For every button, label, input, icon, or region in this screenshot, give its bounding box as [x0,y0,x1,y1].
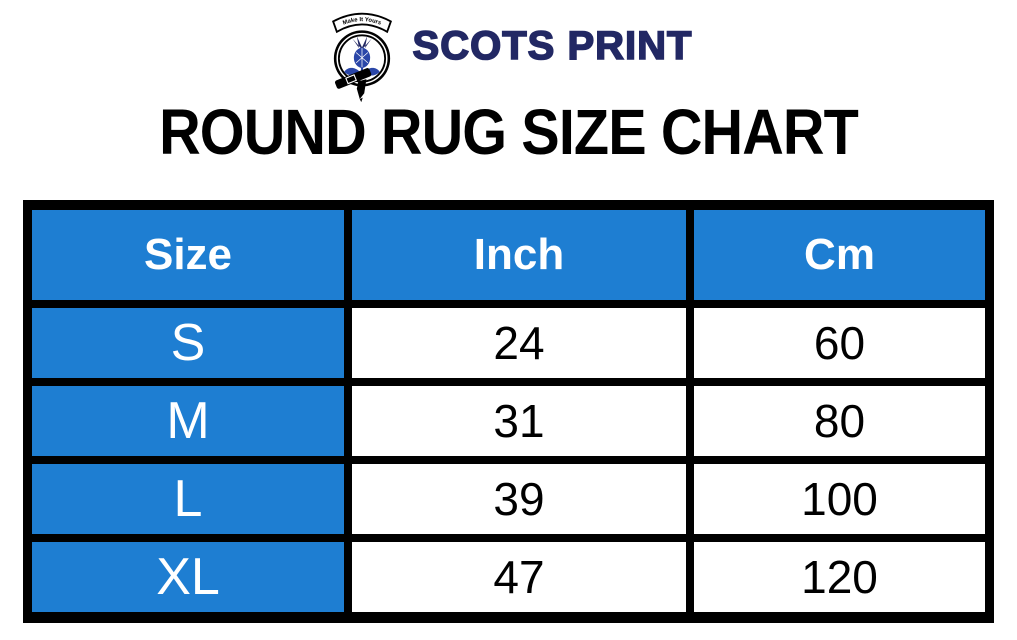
banner-ribbon: Make It Yours [331,12,392,34]
row-xl-cm-cell: 120 [694,542,985,612]
row-s-cm-cell: 60 [694,308,985,378]
row-l-size-cell: L [32,464,344,534]
row-xl-inch-cell: 47 [352,542,686,612]
brand-name: SCOTS PRINT [412,23,693,69]
brand-header: Make It Yours [0,4,1017,104]
column-header-cm: Cm [694,210,985,300]
row-m-inch-cell: 31 [352,386,686,456]
size-chart-table: Size Inch Cm S 24 60 M 31 80 L 39 100 XL… [23,200,994,623]
row-m-cm-cell: 80 [694,386,985,456]
row-m-size-cell: M [32,386,344,456]
belt-buckle-icon [334,68,371,103]
column-header-size: Size [32,210,344,300]
row-s-inch-cell: 24 [352,308,686,378]
column-header-inch: Inch [352,210,686,300]
row-s-size-cell: S [32,308,344,378]
banner-text: Make It Yours [342,17,382,27]
row-l-inch-cell: 39 [352,464,686,534]
clan-crest-badge-icon: Make It Yours [331,12,392,103]
page-title: ROUND RUG SIZE CHART [159,96,859,168]
row-l-cm-cell: 100 [694,464,985,534]
row-xl-size-cell: XL [32,542,344,612]
